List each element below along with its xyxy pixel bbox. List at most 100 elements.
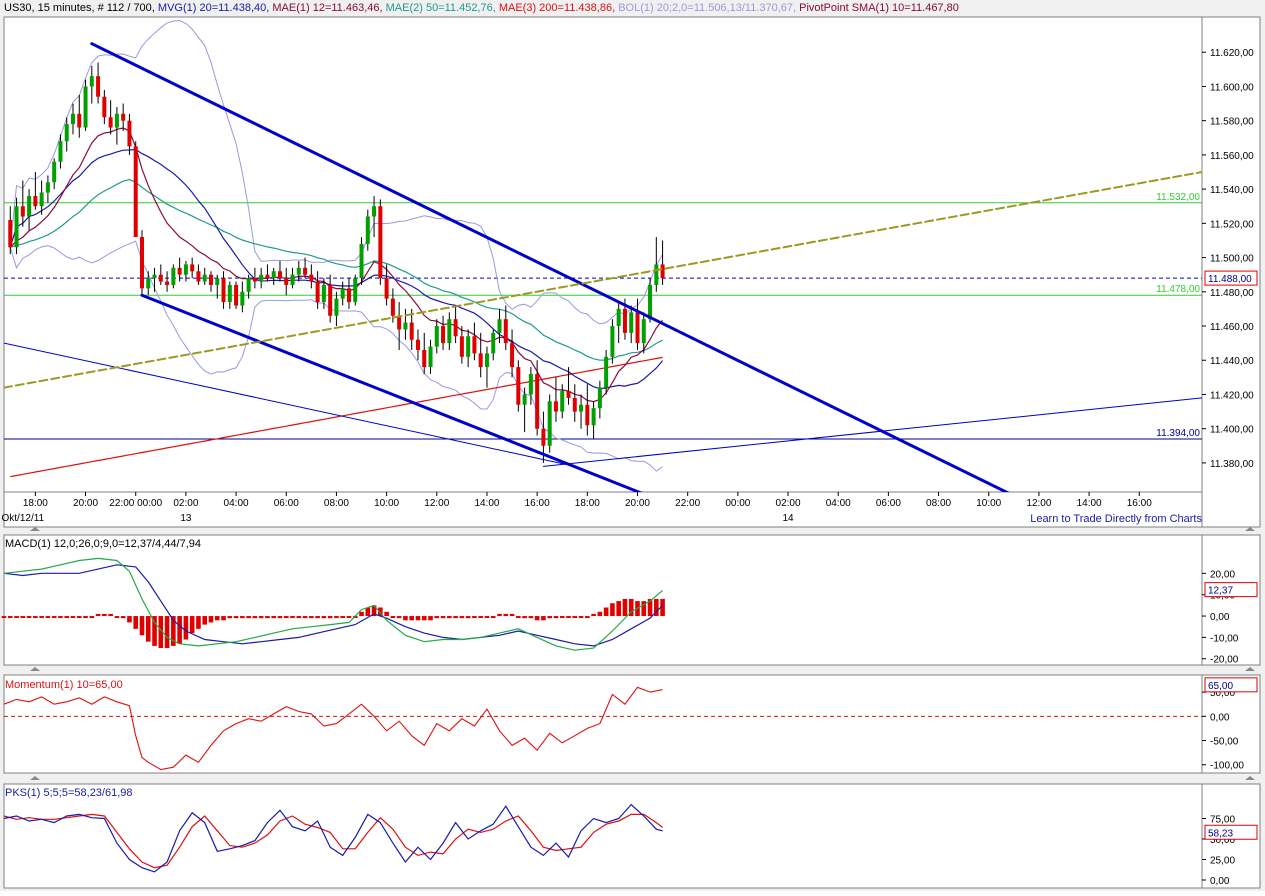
candle-up [528, 373, 533, 395]
candle-down [422, 349, 427, 368]
candle-up [334, 298, 339, 316]
candle-down [566, 391, 571, 398]
candle-up [447, 319, 452, 344]
macd-histogram-bar [334, 616, 339, 619]
time-tick-label: 14:00 [474, 498, 499, 509]
candle-up [114, 113, 119, 128]
candle-up [246, 278, 251, 292]
time-tick-label: 22:00 00:00 [109, 498, 162, 509]
macd-histogram-bar [221, 616, 226, 621]
macd-histogram-bar [290, 616, 295, 619]
header-mvg: MVG(1) 20=11.438,40, [158, 2, 272, 14]
macd-histogram-bar [108, 613, 113, 617]
macd-histogram-bar [559, 616, 565, 619]
candle-down [208, 274, 213, 285]
macd-histogram-bar [302, 616, 308, 619]
macd-histogram-bar [296, 616, 302, 619]
macd-histogram-bar [246, 616, 251, 619]
macd-histogram-bar [189, 616, 195, 634]
macd-histogram-bar [553, 616, 559, 619]
pks-d-line [3, 813, 663, 869]
macd-histogram-bar [321, 616, 327, 619]
macd-histogram-bar [252, 616, 258, 619]
macd-histogram-bar [352, 616, 358, 619]
mae-12-line [9, 127, 664, 403]
sub-tick-label: 0,00 [1210, 712, 1230, 723]
candle-down [133, 146, 138, 238]
macd-histogram-bar [346, 616, 352, 619]
pks-plot: 0,00 25,00 50,00 75,00 58,23 [3, 784, 1258, 888]
macd-histogram-bar [51, 616, 57, 619]
macd-histogram-bar [572, 616, 578, 619]
macd-histogram-bar [534, 616, 540, 621]
candle-down [535, 373, 540, 429]
candle-up [466, 336, 471, 357]
macd-histogram-bar [265, 616, 270, 619]
candle-down [234, 284, 239, 306]
candle-up [45, 182, 50, 193]
candle-up [89, 76, 94, 87]
candle-down [635, 312, 640, 344]
macd-histogram-bar [403, 616, 408, 621]
candle-up [83, 86, 88, 128]
support-trendline [4, 342, 576, 467]
macd-histogram-bar [39, 616, 44, 619]
price-tick-label: 11.600,00 [1210, 82, 1254, 93]
date-label: 13 [180, 513, 192, 524]
trendlines[interactable] [4, 42, 1202, 504]
price-tick-label: 11.420,00 [1210, 390, 1254, 401]
macd-histogram-bar [390, 616, 396, 619]
candle-up [296, 267, 301, 275]
learn-to-trade-link[interactable]: Learn to Trade Directly from Charts [1030, 513, 1202, 525]
candle-up [403, 322, 408, 330]
candle-up [359, 243, 364, 279]
sub-tick-label: -50,00 [1210, 737, 1239, 748]
macd-histogram-bar [183, 616, 189, 640]
momentum-panel[interactable] [3, 674, 1261, 774]
candle-up [616, 308, 621, 327]
pks-title: PKS(1) 5;5;5=58,23/61,98 [5, 787, 133, 799]
macd-histogram-bar [83, 616, 88, 619]
candlesticks [8, 62, 665, 463]
macd-histogram-bar [610, 603, 615, 617]
candle-up [654, 264, 659, 285]
candle-down [139, 237, 144, 289]
macd-histogram-bar [578, 616, 584, 619]
candle-down [572, 397, 577, 412]
sub-tick-label: -100,00 [1210, 761, 1244, 772]
macd-histogram-bar [45, 616, 51, 619]
candle-up [522, 394, 527, 405]
macd-histogram-bar [271, 616, 277, 619]
candle-down [415, 339, 420, 350]
macd-histogram-bar [133, 616, 139, 629]
time-tick-label: 02:00 [173, 498, 198, 509]
candle-down [346, 288, 351, 303]
current-value-box [1204, 677, 1258, 693]
macd-histogram-bar [283, 616, 289, 619]
channel-lower-trendline [140, 293, 643, 492]
sub-tick-label: -10,00 [1210, 633, 1239, 644]
macd-histogram-bar [196, 616, 201, 629]
time-tick-label: 18:00 [575, 498, 600, 509]
candle-down [284, 278, 289, 285]
macd-histogram-bar [628, 598, 634, 617]
macd-histogram-bar [434, 616, 440, 619]
candle-up [58, 141, 63, 162]
macd-histogram-bar [158, 616, 164, 649]
price-tick-label: 11.580,00 [1210, 117, 1254, 128]
macd-histogram-bar [64, 616, 70, 619]
macd-histogram-bar [208, 616, 214, 623]
macd-histogram-bar [152, 616, 157, 646]
pks-panel[interactable] [3, 783, 1261, 889]
candle-down [541, 428, 546, 446]
candle-up [591, 408, 596, 426]
candle-up [152, 274, 157, 279]
macd-histogram-bar [616, 601, 621, 617]
candle-up [215, 278, 220, 285]
candle-up [353, 278, 358, 303]
candle-up [547, 401, 552, 446]
candle-down [328, 284, 333, 316]
current-value-label: 58,23 [1208, 828, 1233, 839]
candle-down [553, 401, 558, 412]
